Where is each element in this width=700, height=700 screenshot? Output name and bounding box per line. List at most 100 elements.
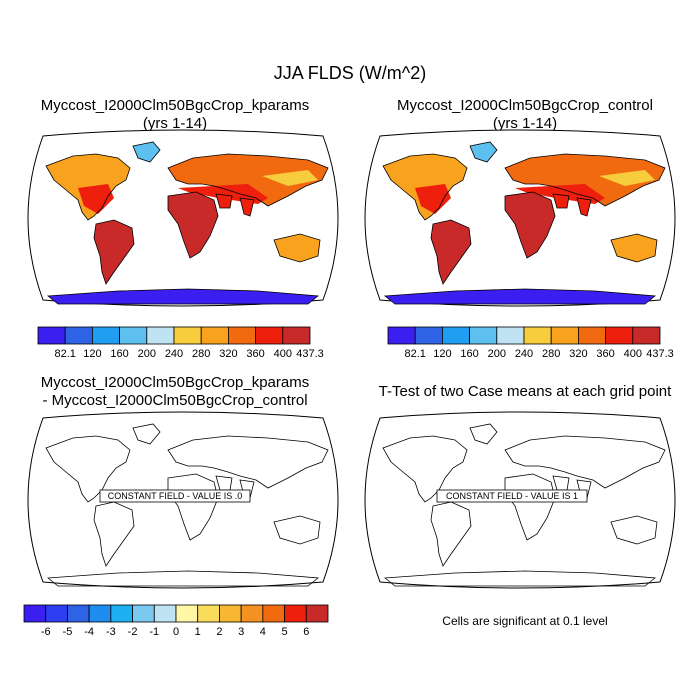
map-panel-difference: CONSTANT FIELD - VALUE IS .0: [27, 411, 339, 589]
coastline-north-america: [45, 435, 131, 503]
fill-antarctica: [385, 289, 655, 304]
coastline-australia: [610, 233, 658, 263]
panel1-title: Myccost_I2000Clm50BgcCrop_kparams (yrs 1…: [5, 97, 345, 133]
map-panel-kparams: [27, 129, 339, 307]
colorbar-tick-label: 240: [515, 348, 533, 360]
colorbar-tick-label: -3: [106, 626, 116, 638]
fill-greenland: [470, 142, 497, 162]
coastline-greenland: [469, 423, 498, 445]
colorbar-tick-label: 400: [624, 348, 642, 360]
panel1-title-line1: Myccost_I2000Clm50BgcCrop_kparams: [40, 97, 310, 114]
colorbar-tick-label: -2: [128, 626, 138, 638]
colorbar-tick-label: 120: [433, 348, 451, 360]
fill-siberia: [599, 170, 655, 186]
coastline-south-america: [93, 219, 135, 285]
colorbar-swatch: [414, 326, 443, 345]
colorbar-tick-label: 437.3: [646, 348, 674, 360]
colorbar-swatch: [496, 326, 525, 345]
coastline-antarctica: [383, 288, 657, 305]
coastline-greenland: [132, 423, 161, 445]
colorbar-tick-label: 2: [216, 626, 222, 638]
colorbar-swatch: [92, 326, 121, 345]
colorbar-tick-label: 320: [569, 348, 587, 360]
colorbar-tick-label: 1: [195, 626, 201, 638]
coastline-antarctica: [46, 288, 320, 305]
colorbar-tick-label: 6: [303, 626, 309, 638]
colorbar-swatch: [45, 604, 68, 623]
colorbar-tick-label: -5: [63, 626, 73, 638]
colorbar-swatch: [469, 326, 498, 345]
coastline-india: [239, 197, 255, 217]
colorbar-kparams: 82.1 120 160 200 240 280 320 360 400 437.3: [37, 326, 324, 360]
map-panel-ttest: CONSTANT FIELD - VALUE IS 1: [364, 411, 676, 589]
fill-south-america: [431, 220, 471, 284]
coastline-antarctica: [383, 570, 657, 587]
panel1-title-line2: (yrs 1-14): [142, 115, 208, 132]
panel2-title-line1: Myccost_I2000Clm50BgcCrop_control: [397, 97, 653, 114]
colorbar-swatch: [282, 326, 311, 345]
coastline-arabia: [552, 193, 570, 209]
constant-field-label: CONSTANT FIELD - VALUE IS .0: [99, 489, 251, 503]
coastline-eurasia: [504, 435, 666, 489]
colorbar-swatch: [255, 326, 284, 345]
colorbar-swatch: [173, 326, 202, 345]
coastline-north-america: [45, 153, 131, 221]
coastline-africa: [167, 191, 219, 259]
coastline-australia: [273, 233, 321, 263]
coastline-eurasia: [167, 435, 329, 489]
colorbar-tick-label: 240: [165, 348, 183, 360]
colorbar-swatch: [577, 326, 606, 345]
panel2-title-line2: (yrs 1-14): [492, 115, 558, 132]
colorbar-swatch: [37, 326, 66, 345]
colorbar-swatch: [197, 604, 220, 623]
colorbar-swatch: [442, 326, 471, 345]
colorbar-swatch: [523, 326, 552, 345]
fill-us-south: [415, 184, 451, 214]
coastline-eurasia: [167, 153, 329, 207]
colorbar-tick-label: 82.1: [404, 348, 425, 360]
colorbar-tick-label: -6: [41, 626, 51, 638]
constant-field-text: CONSTANT FIELD - VALUE IS 1: [446, 491, 578, 501]
panel4-title: T-Test of two Case means at each grid po…: [355, 383, 695, 401]
colorbar-swatch: [262, 604, 285, 623]
colorbar-swatch: [227, 326, 256, 345]
colorbar-tick-label: 437.3: [296, 348, 324, 360]
constant-field-text: CONSTANT FIELD - VALUE IS .0: [108, 491, 243, 501]
panel3-title-line2: - Myccost_I2000Clm50BgcCrop_control: [42, 392, 308, 409]
colorbar-swatch: [550, 326, 579, 345]
colorbar-tick-label: 360: [246, 348, 264, 360]
coastline-arabia: [215, 193, 233, 209]
coastline-north-america: [382, 153, 468, 221]
colorbar-swatch: [240, 604, 264, 623]
fill-greenland: [133, 142, 160, 162]
colorbar-swatch: [200, 326, 229, 345]
colorbar-swatch: [175, 604, 199, 623]
constant-field-label: CONSTANT FIELD - VALUE IS 1: [436, 489, 588, 503]
coastline-eurasia: [504, 153, 666, 207]
coastline-india: [576, 197, 592, 217]
coastline-north-america: [382, 435, 468, 503]
colorbar-tick-label: 200: [138, 348, 156, 360]
coastline-antarctica: [46, 570, 320, 587]
colorbar-swatch: [88, 604, 112, 623]
fill-eurasia: [168, 154, 328, 206]
colorbar-tick-label: 320: [219, 348, 237, 360]
colorbar-swatch: [153, 604, 177, 623]
colorbar-swatch: [146, 326, 175, 345]
colorbar-swatch: [605, 326, 634, 345]
colorbar-swatch: [305, 604, 329, 623]
colorbar-swatch: [119, 326, 148, 345]
colorbar-swatch: [23, 604, 47, 623]
coastline-greenland: [132, 141, 161, 163]
coastline-greenland: [469, 141, 498, 163]
fill-africa: [505, 192, 555, 258]
figure-title: JJA FLDS (W/m^2): [273, 63, 427, 83]
panel2-title: Myccost_I2000Clm50BgcCrop_control (yrs 1…: [355, 97, 695, 133]
colorbar-control: 82.1 120 160 200 240 280 320 360 400 437.3: [387, 326, 674, 360]
colorbar-difference: -6 -5 -4 -3 -2 -1 0 1 2 3 4 5 6: [23, 604, 329, 638]
colorbar-swatch: [387, 326, 416, 345]
panel3-title-line1: Myccost_I2000Clm50BgcCrop_kparams: [40, 374, 310, 391]
panel3-title: Myccost_I2000Clm50BgcCrop_kparams - Mycc…: [5, 374, 345, 410]
colorbar-tick-label: 82.1: [54, 348, 75, 360]
fill-africa: [168, 192, 218, 258]
